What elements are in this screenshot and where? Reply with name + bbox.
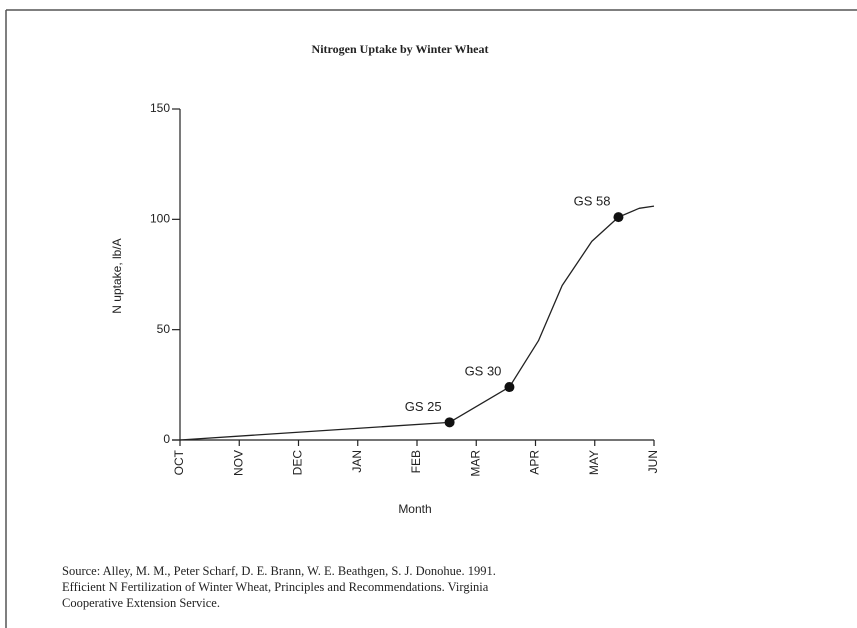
- x-tick-label: OCT: [172, 449, 186, 475]
- annotation: GS 30: [465, 363, 502, 378]
- x-tick-label: DEC: [291, 450, 305, 476]
- annotation: GS 58: [574, 194, 611, 209]
- line: [179, 205, 655, 441]
- source-line: Cooperative Extension Service.: [62, 596, 220, 610]
- y-tick-label: 0: [163, 432, 170, 446]
- x-tick-label: NOV: [231, 450, 245, 476]
- y-tick-label: 100: [150, 212, 170, 226]
- x-tick-label: FEB: [409, 450, 423, 473]
- x-tick-label: APR: [528, 450, 542, 475]
- stage-marker: [504, 382, 515, 393]
- x-tick-label: JUN: [646, 450, 660, 473]
- source-line: Source: Alley, M. M., Peter Scharf, D. E…: [62, 564, 496, 578]
- x-tick-label: MAR: [468, 450, 482, 477]
- chart-title: Nitrogen Uptake by Winter Wheat: [312, 42, 489, 56]
- y-axis-label: N uptake, lb/A: [110, 238, 124, 313]
- y-tick-label: 50: [157, 322, 171, 336]
- x-tick-label: JAN: [350, 450, 364, 473]
- stage-marker: [444, 417, 455, 428]
- y-tick-label: 150: [150, 101, 170, 115]
- x-axis-label: Month: [398, 502, 431, 516]
- annotation: GS 25: [405, 399, 442, 414]
- source-line: Efficient N Fertilization of Winter Whea…: [62, 580, 489, 594]
- stage-marker: [613, 212, 624, 223]
- x-tick-label: MAY: [587, 450, 601, 475]
